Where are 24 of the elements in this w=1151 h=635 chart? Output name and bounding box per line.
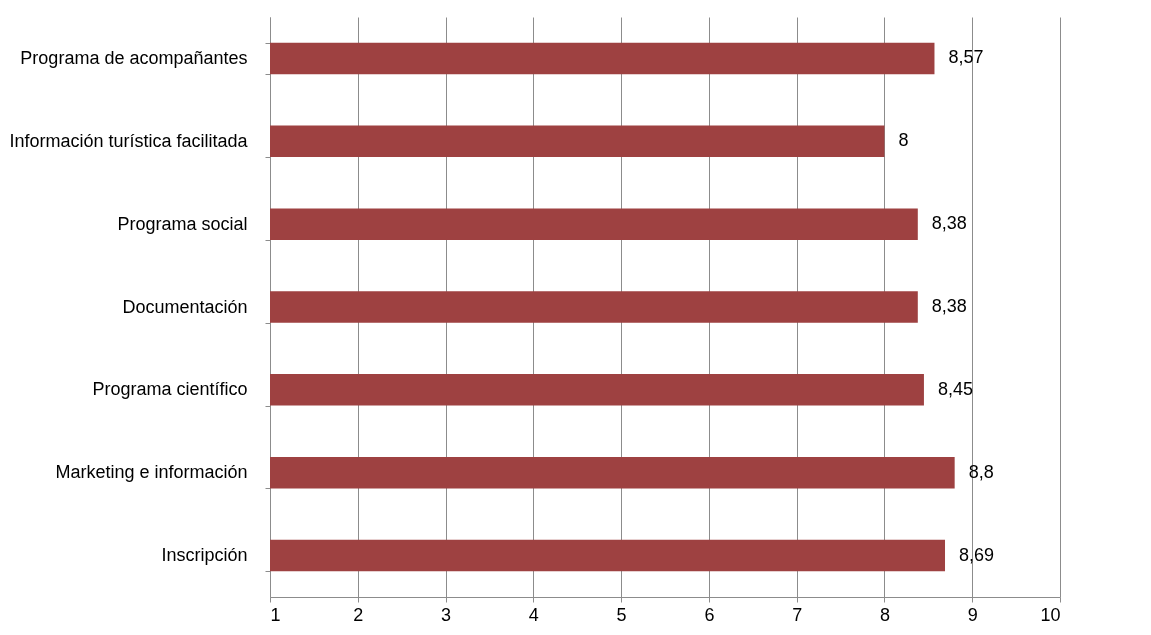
data-label: 8,38 (931, 213, 967, 234)
x-tick-label: 9 (967, 604, 978, 625)
y-tick-label: Programa social (117, 213, 248, 234)
data-label: 8,57 (948, 47, 984, 68)
x-tick-label: 2 (353, 604, 364, 625)
y-tick-label: Programa de acompañantes (20, 47, 248, 68)
x-tick-label: 10 (1040, 604, 1061, 625)
data-label: 8,45 (937, 378, 973, 399)
x-tick-label: 4 (528, 604, 539, 625)
data-label: 8,69 (959, 544, 995, 565)
y-tick-label: Programa científico (92, 379, 248, 400)
x-tick-label: 1 (270, 604, 281, 625)
x-tick-label: 3 (441, 604, 452, 625)
x-tick-label: 5 (616, 604, 627, 625)
y-tick-label: Marketing e información (55, 462, 248, 483)
data-label: 8,8 (968, 461, 994, 482)
x-tick-label: 8 (879, 604, 890, 625)
data-label: 8 (898, 130, 909, 151)
data-label: 8,38 (931, 296, 967, 316)
x-tick-label: 6 (704, 604, 715, 625)
y-tick-label: Información turística facilitada (9, 130, 249, 151)
y-tick-label: Documentación (122, 296, 248, 317)
x-tick-label: 7 (792, 604, 803, 625)
y-tick-label: Inscripción (161, 545, 248, 566)
